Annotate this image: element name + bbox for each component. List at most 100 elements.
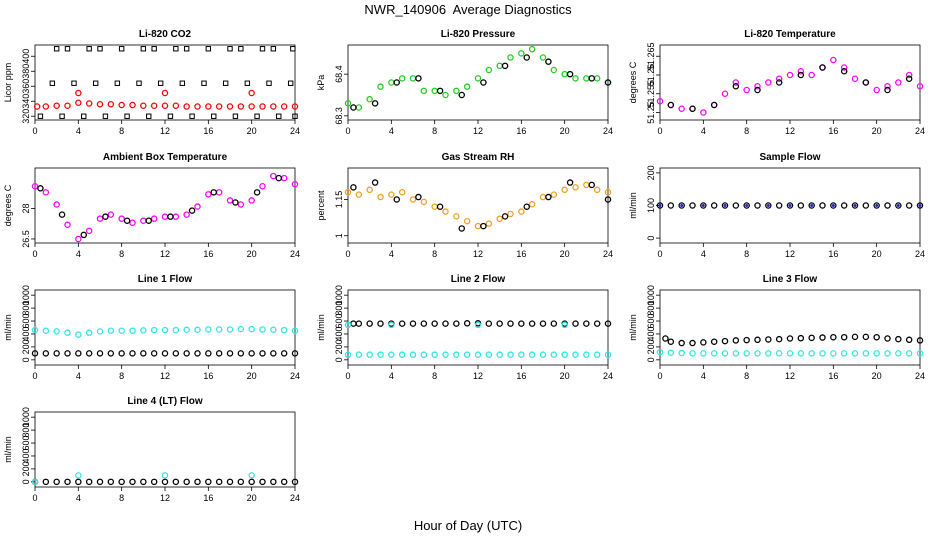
data-point [205, 103, 212, 110]
data-point [895, 335, 902, 343]
data-point [222, 80, 229, 86]
data-point [808, 71, 815, 79]
data-point [205, 478, 212, 486]
data-point [830, 56, 837, 64]
y-tick-label: 68.4 [334, 65, 344, 83]
data-point [157, 80, 164, 86]
plot-frame [34, 167, 296, 244]
data-point [291, 327, 299, 334]
x-tick-label: 16 [828, 249, 838, 259]
data-point [215, 350, 223, 357]
data-point [678, 202, 685, 209]
data-point [442, 351, 449, 358]
chart-title: Sample Flow [759, 152, 820, 163]
data-point [150, 350, 158, 357]
data-point [253, 189, 261, 196]
x-tick-label: 16 [203, 249, 213, 259]
data-point [474, 320, 482, 327]
data-point [572, 75, 579, 82]
data-point [377, 351, 384, 358]
series-2 [344, 321, 568, 329]
data-point [259, 103, 266, 110]
data-point [232, 199, 239, 206]
y-tick-label: 1000 [21, 285, 31, 305]
data-point [583, 351, 590, 358]
data-point [431, 87, 438, 95]
data-point [528, 201, 536, 208]
data-point [474, 351, 482, 358]
x-tick-label: 24 [603, 371, 613, 381]
data-point [398, 351, 406, 358]
series-0 [350, 320, 612, 327]
x-tick-label: 12 [160, 249, 170, 259]
data-point [523, 203, 531, 210]
data-point [167, 213, 174, 220]
data-point [819, 334, 826, 341]
series-1 [667, 64, 913, 113]
y-axis-label: kPa [316, 75, 326, 91]
data-point [344, 351, 352, 358]
data-point [851, 75, 859, 83]
data-point [840, 350, 848, 357]
data-point [561, 351, 568, 358]
data-point [689, 339, 696, 347]
data-point [161, 350, 169, 357]
y-tick-label: 200 [334, 339, 344, 354]
data-point [194, 478, 201, 486]
data-point [765, 336, 772, 343]
data-point [604, 79, 612, 86]
data-point [205, 46, 212, 52]
data-point [656, 202, 664, 209]
data-point [172, 213, 180, 220]
x-tick-label: 8 [119, 493, 124, 503]
data-point [172, 326, 180, 334]
data-point [754, 350, 761, 357]
data-point [226, 103, 234, 110]
data-point [689, 202, 696, 209]
data-point [409, 196, 417, 203]
data-point [436, 203, 444, 210]
x-tick-label: 8 [119, 371, 124, 381]
y-tick-label: 1000 [21, 407, 31, 427]
data-point [366, 320, 373, 327]
data-point [161, 102, 169, 110]
series-2 [37, 113, 298, 119]
data-point [140, 102, 147, 110]
data-point [237, 478, 245, 486]
x-tick-label: 12 [473, 371, 483, 381]
data-point [518, 320, 525, 327]
data-point [232, 113, 239, 119]
y-tick-label: 1000 [646, 285, 656, 305]
data-point [53, 46, 60, 52]
data-point [853, 204, 857, 207]
data-point [797, 68, 805, 75]
data-point [210, 189, 217, 196]
data-point [248, 103, 255, 110]
data-point [350, 320, 357, 327]
data-point [129, 350, 136, 357]
x-tick-label: 12 [785, 126, 795, 136]
data-point [754, 336, 761, 344]
data-point [840, 333, 848, 341]
data-point [107, 101, 115, 108]
data-point [797, 202, 805, 209]
data-point [561, 321, 568, 329]
data-point [593, 186, 601, 194]
series-0 [344, 181, 612, 230]
data-point [75, 235, 82, 243]
data-point [259, 182, 266, 190]
plot-frame [659, 289, 921, 366]
data-point [31, 478, 39, 486]
data-point [463, 320, 471, 327]
data-point [291, 478, 299, 486]
data-point [895, 350, 902, 357]
data-point [593, 75, 601, 82]
x-tick-label: 16 [516, 126, 526, 136]
x-tick-label: 20 [560, 371, 570, 381]
data-point [667, 338, 675, 345]
x-tick-label: 0 [345, 126, 350, 136]
data-point [732, 79, 740, 86]
data-point [561, 70, 568, 78]
x-tick-label: 12 [473, 126, 483, 136]
data-point [474, 222, 482, 230]
